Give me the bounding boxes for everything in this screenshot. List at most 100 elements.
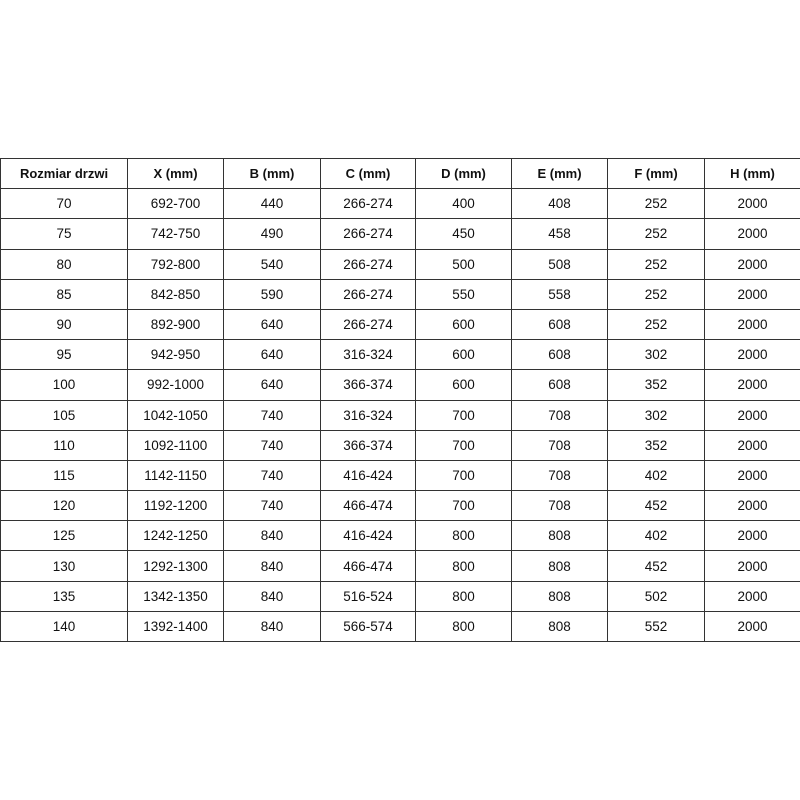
table-row: 120 1192-1200 740 466-474 700 708 452 2000 (0, 490, 800, 522)
column-header: C (mm) (320, 157, 416, 190)
table-cell: 808 (511, 520, 608, 552)
table-cell: 740 (223, 459, 321, 492)
table-cell: 408 (511, 188, 608, 220)
table-cell: 1192-1200 (127, 490, 224, 522)
table-cell: 500 (415, 248, 512, 280)
table-cell: 458 (511, 218, 608, 250)
table-cell: 400 (415, 188, 512, 220)
table-cell: 302 (607, 339, 705, 371)
table-cell: 590 (223, 278, 321, 310)
table-cell: 115 (0, 459, 128, 492)
table-cell: 840 (223, 580, 321, 612)
table-cell: 600 (415, 308, 512, 341)
table-cell: 1142-1150 (127, 459, 224, 492)
table-cell: 740 (223, 490, 321, 522)
table-row: 125 1242-1250 840 416-424 800 808 402 2000 (0, 520, 800, 552)
header-row: Rozmiar drzwi X (mm) B (mm) C (mm) D (mm) E (… (0, 157, 800, 190)
table-cell: 1242-1250 (127, 520, 224, 552)
table-cell: 266-274 (320, 218, 416, 250)
table-cell: 708 (511, 429, 608, 461)
table-cell: 2000 (704, 369, 800, 401)
table-row: 115 1142-1150 740 416-424 700 708 402 2000 (0, 459, 800, 492)
table-cell: 110 (0, 429, 128, 461)
table-cell: 1042-1050 (127, 399, 224, 431)
table-cell: 2000 (704, 218, 800, 250)
table-cell: 992-1000 (127, 369, 224, 401)
table-cell: 252 (607, 278, 705, 310)
table-cell: 402 (607, 520, 705, 552)
table-cell: 502 (607, 580, 705, 612)
table-cell: 452 (607, 490, 705, 522)
table-body: 70 692-700 440 266-274 400 408 252 2000 75 742-75… (0, 188, 800, 643)
table-row: 80 792-800 540 266-274 500 508 252 2000 (0, 248, 800, 280)
table-cell: 692-700 (127, 188, 224, 220)
table-cell: 566-574 (320, 610, 416, 643)
table-row: 85 842-850 590 266-274 550 558 252 2000 (0, 278, 800, 310)
table-cell: 700 (415, 399, 512, 431)
table-cell: 1342-1350 (127, 580, 224, 612)
table-cell: 540 (223, 248, 321, 280)
table-cell: 2000 (704, 459, 800, 492)
table-cell: 135 (0, 580, 128, 612)
table-row: 130 1292-1300 840 466-474 800 808 452 2000 (0, 550, 800, 582)
table-cell: 252 (607, 188, 705, 220)
table-cell: 808 (511, 550, 608, 582)
table-cell: 700 (415, 459, 512, 492)
table-cell: 608 (511, 339, 608, 371)
table-cell: 2000 (704, 248, 800, 280)
table-row: 75 742-750 490 266-274 450 458 252 2000 (0, 218, 800, 250)
table-cell: 2000 (704, 580, 800, 612)
table-cell: 2000 (704, 188, 800, 220)
table-cell: 80 (0, 248, 128, 280)
table-row: 95 942-950 640 316-324 600 608 302 2000 (0, 339, 800, 371)
table-cell: 440 (223, 188, 321, 220)
column-header: Rozmiar drzwi (0, 157, 128, 190)
table-cell: 600 (415, 369, 512, 401)
table-cell: 266-274 (320, 188, 416, 220)
table-cell: 366-374 (320, 429, 416, 461)
table-cell: 316-324 (320, 339, 416, 371)
table-cell: 452 (607, 550, 705, 582)
table-cell: 266-274 (320, 308, 416, 341)
table-cell: 90 (0, 308, 128, 341)
table-cell: 740 (223, 399, 321, 431)
table-cell: 800 (415, 520, 512, 552)
table-cell: 402 (607, 459, 705, 492)
column-header: B (mm) (223, 157, 321, 190)
column-header: X (mm) (127, 157, 224, 190)
table-cell: 130 (0, 550, 128, 582)
table-row: 110 1092-1100 740 366-374 700 708 352 2000 (0, 429, 800, 461)
table-cell: 840 (223, 550, 321, 582)
table-cell: 708 (511, 490, 608, 522)
table-cell: 266-274 (320, 248, 416, 280)
table-cell: 1092-1100 (127, 429, 224, 461)
table-cell: 640 (223, 369, 321, 401)
column-header: E (mm) (511, 157, 608, 190)
table-cell: 105 (0, 399, 128, 431)
table-cell: 892-900 (127, 308, 224, 341)
table-cell: 302 (607, 399, 705, 431)
table-cell: 742-750 (127, 218, 224, 250)
table-cell: 490 (223, 218, 321, 250)
table-cell: 352 (607, 369, 705, 401)
table-row: 105 1042-1050 740 316-324 700 708 302 2000 (0, 399, 800, 431)
table-cell: 252 (607, 218, 705, 250)
column-header: F (mm) (607, 157, 705, 190)
table-cell: 608 (511, 369, 608, 401)
table-cell: 416-424 (320, 520, 416, 552)
table-cell: 700 (415, 429, 512, 461)
table-cell: 466-474 (320, 490, 416, 522)
table-cell: 840 (223, 520, 321, 552)
table-cell: 600 (415, 339, 512, 371)
table-cell: 266-274 (320, 278, 416, 310)
table-cell: 366-374 (320, 369, 416, 401)
table-cell: 252 (607, 308, 705, 341)
table-cell: 640 (223, 308, 321, 341)
table-cell: 608 (511, 308, 608, 341)
table-cell: 708 (511, 399, 608, 431)
column-header: H (mm) (704, 157, 800, 190)
table-row: 90 892-900 640 266-274 600 608 252 2000 (0, 308, 800, 341)
table-row: 70 692-700 440 266-274 400 408 252 2000 (0, 188, 800, 220)
table-cell: 416-424 (320, 459, 416, 492)
table-cell: 466-474 (320, 550, 416, 582)
